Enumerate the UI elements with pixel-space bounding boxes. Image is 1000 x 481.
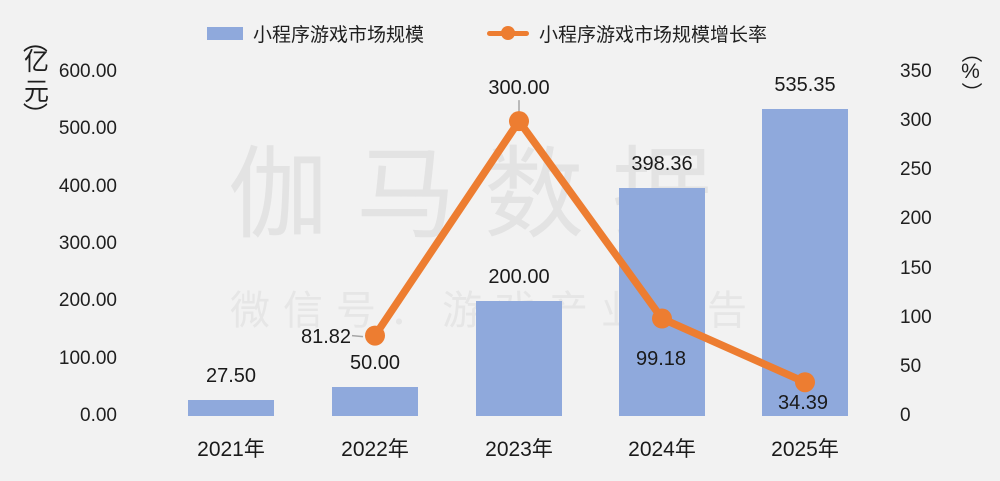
bar-2025年 bbox=[762, 109, 848, 416]
line-value-label: 81.82 bbox=[300, 325, 352, 348]
legend-item-market-size: 小程序游戏市场规模 bbox=[207, 22, 425, 46]
line-value-label: 300.00 bbox=[488, 77, 550, 100]
line-value-label: 99.18 bbox=[635, 347, 687, 370]
x-axis-label-2024年: 2024年 bbox=[628, 438, 696, 461]
right-axis-tick: 0 bbox=[900, 405, 911, 426]
left-axis-unit: （亿元） bbox=[20, 28, 50, 127]
bar-2022年 bbox=[332, 387, 418, 416]
left-axis-tick: 300.00 bbox=[58, 233, 117, 254]
bar-2021年 bbox=[188, 400, 274, 416]
legend-label-growth-rate: 小程序游戏市场规模增长率 bbox=[539, 24, 768, 46]
x-axis-label-2023年: 2023年 bbox=[485, 438, 553, 461]
legend-item-growth-rate: 小程序游戏市场规模增长率 bbox=[487, 22, 768, 46]
right-axis-tick: 100 bbox=[900, 306, 932, 328]
bar-value-label: 200.00 bbox=[488, 266, 550, 289]
x-axis-label-2021年: 2021年 bbox=[197, 438, 265, 461]
bar-series-swatch-icon bbox=[207, 26, 243, 40]
bar-2024年 bbox=[619, 187, 705, 416]
bar-value-label: 27.50 bbox=[205, 365, 257, 388]
left-axis-tick: 500.00 bbox=[58, 118, 117, 140]
unit-char: （ bbox=[959, 42, 982, 63]
x-axis-label-2022年: 2022年 bbox=[341, 438, 409, 461]
line-point-2023年 bbox=[509, 111, 529, 132]
left-axis-tick: 100.00 bbox=[58, 347, 117, 369]
bar-value-label: 398.36 bbox=[631, 152, 693, 175]
right-axis-tick: 350 bbox=[900, 61, 932, 82]
left-axis-tick: 200.00 bbox=[58, 290, 117, 312]
unit-char: % bbox=[961, 60, 980, 83]
right-axis-tick: 250 bbox=[900, 159, 932, 181]
right-axis-tick: 300 bbox=[900, 110, 932, 132]
left-axis-tick: 0.00 bbox=[80, 405, 117, 426]
bar-value-label: 50.00 bbox=[349, 352, 401, 375]
unit-char: ） bbox=[959, 81, 982, 103]
unit-char: 亿 bbox=[24, 48, 50, 76]
x-axis-label-2025年: 2025年 bbox=[771, 438, 839, 461]
left-axis-tick: 400.00 bbox=[58, 175, 117, 197]
line-value-label: 34.39 bbox=[777, 392, 829, 415]
right-axis-unit: （%） bbox=[959, 42, 982, 103]
left-axis-tick: 600.00 bbox=[58, 61, 117, 82]
right-axis-tick: 150 bbox=[900, 257, 932, 279]
unit-char: 元 bbox=[24, 77, 50, 106]
right-axis-tick: 200 bbox=[900, 208, 932, 230]
legend-label-market-size: 小程序游戏市场规模 bbox=[253, 24, 425, 46]
bar-value-label: 535.35 bbox=[774, 74, 836, 97]
right-axis-tick: 50 bbox=[900, 355, 922, 377]
line-series-marker-icon bbox=[487, 26, 529, 40]
bar-2023年 bbox=[476, 301, 562, 416]
unit-char: （ bbox=[20, 27, 49, 54]
